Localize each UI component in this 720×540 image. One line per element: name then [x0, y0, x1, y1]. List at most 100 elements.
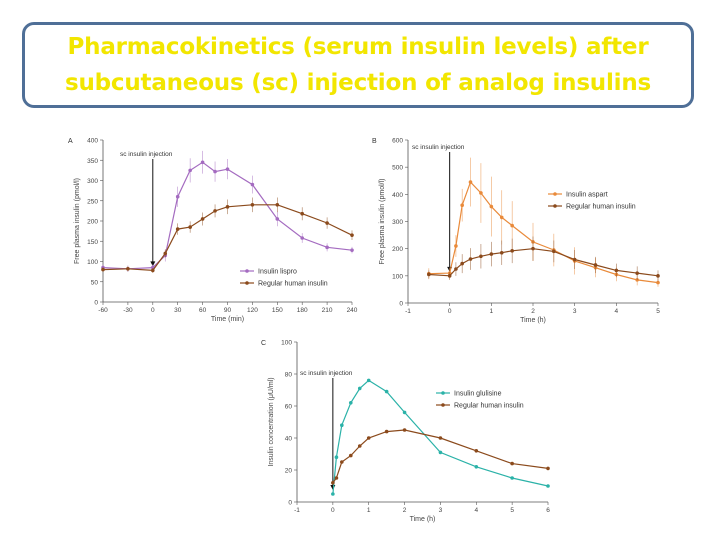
- y-tick-label: 500: [392, 165, 403, 172]
- data-point: [334, 455, 339, 460]
- y-tick-label: 400: [87, 138, 98, 145]
- x-tick-label: 210: [322, 307, 333, 314]
- data-point: [438, 450, 443, 455]
- data-point: [340, 423, 344, 428]
- x-tick-label: 3: [573, 308, 577, 315]
- x-tick-label: 4: [474, 507, 478, 514]
- y-tick-label: 0: [288, 500, 292, 507]
- y-tick-label: 400: [392, 192, 403, 199]
- data-point: [468, 257, 473, 261]
- data-point: [101, 267, 105, 272]
- x-tick-label: 180: [297, 307, 308, 314]
- x-tick-label: 5: [510, 507, 514, 514]
- x-tick-label: 0: [331, 507, 335, 514]
- y-tick-label: 100: [87, 259, 98, 266]
- data-point: [468, 180, 473, 184]
- data-point: [275, 217, 280, 221]
- slide-title-line-1: Pharmacokinetics (serum insulin levels) …: [67, 34, 649, 60]
- series-lispro: [101, 150, 354, 273]
- slide-title-line-2: subcutaneous (sc) injection of analog in…: [64, 70, 652, 96]
- y-tick-label: 50: [91, 279, 99, 286]
- data-point: [572, 257, 577, 262]
- data-point: [614, 268, 619, 273]
- y-tick-label: 200: [392, 246, 403, 253]
- data-point: [331, 481, 335, 485]
- series-line: [332, 379, 549, 495]
- data-point: [350, 248, 354, 252]
- y-tick-label: 40: [285, 436, 293, 443]
- x-tick-label: 2: [531, 308, 535, 315]
- panel-label: A: [68, 138, 73, 145]
- data-point: [593, 263, 598, 267]
- data-point: [357, 444, 362, 448]
- data-point: [300, 236, 305, 240]
- legend-swatch-marker: [553, 192, 557, 196]
- series-line: [102, 161, 353, 270]
- data-point: [479, 254, 483, 259]
- x-axis-label: Time (h): [520, 317, 546, 324]
- data-point: [474, 449, 479, 453]
- x-tick-label: 60: [199, 307, 207, 314]
- x-tick-label: 1: [490, 308, 494, 315]
- legend-label: Insulin aspart: [566, 192, 608, 199]
- x-tick-label: 0: [151, 307, 155, 314]
- y-tick-label: 20: [285, 468, 293, 475]
- data-point: [499, 250, 504, 255]
- data-point: [402, 428, 407, 432]
- data-point: [151, 268, 155, 273]
- data-point: [454, 244, 458, 248]
- chart-panel-a: A 0 50 100 150 200 250 300 350 400 -60 -30 0 30 60 90 12…: [68, 138, 358, 324]
- y-tick-label: 250: [87, 198, 98, 205]
- y-tick-label: 100: [392, 273, 403, 280]
- data-point: [479, 191, 483, 195]
- data-point: [200, 217, 205, 221]
- data-point: [275, 203, 280, 207]
- legend-swatch-marker: [553, 204, 557, 208]
- data-point: [126, 266, 130, 271]
- data-point: [510, 461, 514, 466]
- y-tick-label: 150: [87, 239, 98, 246]
- data-point: [163, 251, 168, 256]
- x-tick-label: 150: [272, 307, 283, 314]
- data-point: [225, 205, 230, 209]
- x-tick-label: -1: [294, 507, 300, 514]
- data-point: [474, 465, 479, 469]
- data-point: [250, 203, 255, 207]
- data-point: [334, 476, 339, 480]
- data-point: [546, 484, 550, 488]
- x-tick-label: 30: [174, 307, 182, 314]
- legend-swatch-marker: [245, 269, 249, 273]
- y-tick-label: 300: [87, 178, 98, 185]
- data-point: [384, 389, 389, 394]
- y-tick-label: 200: [87, 219, 98, 226]
- data-point: [489, 204, 494, 209]
- data-point: [656, 274, 660, 278]
- data-point: [331, 492, 335, 496]
- data-point: [348, 401, 353, 405]
- series-glulisine: [331, 378, 550, 496]
- y-axis-label: Insulin concentration (μU/ml): [268, 377, 275, 466]
- data-point: [357, 386, 362, 391]
- y-tick-label: 350: [87, 158, 98, 165]
- x-tick-label: 0: [448, 308, 452, 315]
- data-point: [510, 249, 514, 253]
- data-point: [350, 233, 354, 237]
- data-point: [438, 436, 443, 440]
- legend-swatch-marker: [441, 403, 445, 407]
- x-tick-label: 6: [546, 507, 550, 514]
- x-axis-label: Time (min): [211, 316, 244, 323]
- legend-swatch-marker: [245, 281, 249, 285]
- data-point: [489, 252, 494, 256]
- data-point: [460, 203, 464, 207]
- data-point: [175, 194, 180, 199]
- data-point: [175, 227, 180, 231]
- y-tick-label: 600: [392, 138, 403, 145]
- data-point: [552, 249, 556, 254]
- series-regular: [427, 236, 660, 282]
- x-tick-label: 1: [367, 507, 371, 514]
- series-regular: [101, 197, 354, 273]
- data-point: [427, 272, 431, 277]
- legend-label: Regular human insulin: [258, 281, 328, 288]
- x-axis-label: Time (h): [410, 516, 436, 523]
